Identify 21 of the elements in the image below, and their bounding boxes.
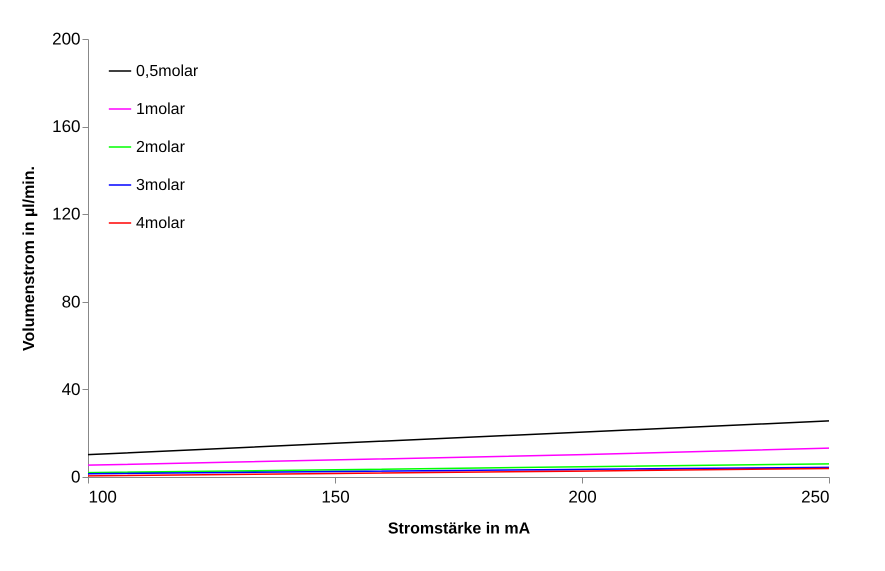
y-axis-title: Volumenstrom in µl/min. bbox=[21, 166, 38, 351]
y-tick-label: 120 bbox=[52, 204, 80, 224]
y-tick-label: 200 bbox=[52, 30, 80, 48]
legend-label: 1molar bbox=[136, 101, 186, 118]
x-axis-title: Stromstärke in mA bbox=[388, 520, 531, 538]
legend-label: 3molar bbox=[136, 177, 186, 194]
line-series bbox=[87, 420, 830, 456]
x-tick-label: 100 bbox=[88, 488, 117, 506]
y-tick-label: 160 bbox=[52, 117, 80, 136]
x-tick-label: 150 bbox=[321, 488, 350, 506]
line-series bbox=[87, 447, 830, 466]
legend-label: 2molar bbox=[136, 139, 186, 156]
line-series bbox=[87, 463, 830, 474]
y-tick-label: 80 bbox=[62, 292, 80, 312]
y-tick-label: 0 bbox=[71, 468, 80, 486]
legend-label: 4molar bbox=[136, 215, 186, 232]
y-tick-label: 40 bbox=[62, 380, 80, 399]
x-tick-label: 200 bbox=[568, 488, 597, 506]
line-series bbox=[87, 466, 830, 474]
x-tick-label: 250 bbox=[801, 488, 830, 506]
legend-label: 0,5molar bbox=[136, 63, 199, 80]
